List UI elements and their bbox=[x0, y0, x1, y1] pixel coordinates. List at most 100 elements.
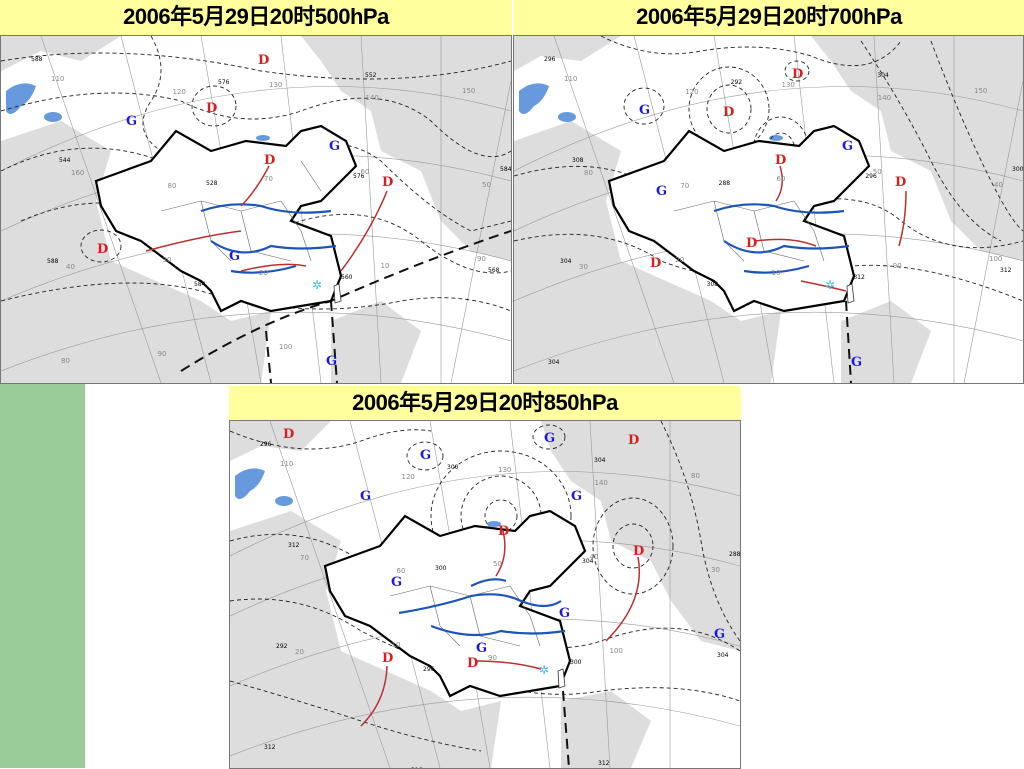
grid-value-label: 80 bbox=[691, 472, 700, 480]
grid-value-label: 160 bbox=[71, 169, 84, 177]
contour-value-label: 560 bbox=[341, 274, 353, 281]
high-pressure-label: G bbox=[571, 489, 582, 504]
high-pressure-label: G bbox=[229, 249, 240, 264]
grid-value-label: 20 bbox=[259, 269, 268, 277]
grid-value-label: 10 bbox=[392, 641, 401, 649]
grid-value-label: 100 bbox=[610, 647, 623, 655]
high-pressure-label: G bbox=[326, 354, 337, 369]
high-pressure-label: G bbox=[639, 103, 650, 118]
grid-value-label: 110 bbox=[51, 75, 64, 83]
panel-title: 2006年5月29日20时500hPa bbox=[0, 0, 512, 35]
low-pressure-label: D bbox=[628, 433, 639, 448]
high-pressure-label: G bbox=[656, 184, 667, 199]
contour-value-label: 544 bbox=[59, 157, 71, 164]
high-pressure-label: G bbox=[391, 575, 402, 590]
weather-map-500hpa: ✲ DDDDDGGGG58857655254454452857658458858… bbox=[0, 35, 512, 384]
low-pressure-label: D bbox=[650, 256, 661, 271]
contour-value-label: 312 bbox=[598, 760, 610, 767]
low-pressure-label: D bbox=[895, 175, 906, 190]
contour-value-label: 304 bbox=[877, 72, 889, 79]
contour-value-label: 584 bbox=[194, 281, 206, 288]
contour-value-label: 304 bbox=[560, 258, 572, 265]
contour-value-label: 304 bbox=[717, 652, 729, 659]
grid-value-label: 20 bbox=[675, 256, 684, 264]
low-pressure-label: D bbox=[264, 153, 275, 168]
contour-value-label: 308 bbox=[572, 157, 584, 164]
high-pressure-label: G bbox=[544, 431, 555, 446]
contour-value-label: 304 bbox=[548, 359, 560, 366]
contour-value-label: 312 bbox=[264, 744, 276, 751]
grid-value-label: 50 bbox=[482, 181, 491, 189]
high-pressure-label: G bbox=[420, 448, 431, 463]
svg-text:✲: ✲ bbox=[825, 278, 835, 292]
grid-value-label: 40 bbox=[994, 181, 1003, 189]
contour-value-label: 296 bbox=[865, 173, 877, 180]
grid-value-label: 10 bbox=[772, 269, 781, 277]
grid-value-label: 80 bbox=[61, 357, 70, 365]
panel-title: 2006年5月29日20时850hPa bbox=[229, 386, 741, 420]
grid-value-label: 70 bbox=[680, 182, 689, 190]
svg-text:✲: ✲ bbox=[312, 278, 322, 292]
panel-title: 2006年5月29日20时700hPa bbox=[514, 0, 1024, 35]
low-pressure-label: D bbox=[723, 105, 734, 120]
grid-value-label: 30 bbox=[711, 566, 720, 574]
high-pressure-label: G bbox=[360, 489, 371, 504]
grid-value-label: 140 bbox=[595, 479, 608, 487]
contour-value-label: 296 bbox=[423, 666, 435, 673]
low-pressure-label: D bbox=[283, 427, 294, 442]
contour-value-label: 300 bbox=[435, 565, 447, 572]
grid-value-label: 20 bbox=[295, 648, 304, 656]
grid-value-label: 90 bbox=[893, 262, 902, 270]
grid-value-label: 90 bbox=[477, 255, 486, 263]
high-pressure-label: G bbox=[842, 139, 853, 154]
contour-value-label: 304 bbox=[582, 558, 594, 565]
grid-value-label: 110 bbox=[280, 460, 293, 468]
low-pressure-label: D bbox=[206, 101, 217, 116]
grid-value-label: 60 bbox=[777, 175, 786, 183]
low-pressure-label: D bbox=[467, 656, 478, 671]
contour-value-label: 300 bbox=[447, 464, 459, 471]
svg-text:✲: ✲ bbox=[539, 663, 549, 677]
grid-value-label: 50 bbox=[873, 168, 882, 176]
low-pressure-label: D bbox=[382, 651, 393, 666]
low-pressure-label: D bbox=[792, 67, 803, 82]
grid-value-label: 40 bbox=[590, 553, 599, 561]
grid-value-label: 100 bbox=[279, 343, 292, 351]
low-pressure-label: D bbox=[775, 153, 786, 168]
contour-value-label: 588 bbox=[47, 258, 59, 265]
contour-value-label: 528 bbox=[206, 180, 218, 187]
grid-value-label: 70 bbox=[264, 175, 273, 183]
contour-value-label: 568 bbox=[488, 267, 500, 274]
contour-value-label: 296 bbox=[544, 56, 556, 63]
grid-value-label: 40 bbox=[66, 263, 75, 271]
grid-value-label: 30 bbox=[163, 256, 172, 264]
contour-value-label: 588 bbox=[31, 56, 43, 63]
contour-value-label: 312 bbox=[853, 274, 865, 281]
high-pressure-label: G bbox=[476, 641, 487, 656]
contour-value-label: 308 bbox=[707, 281, 719, 288]
low-pressure-label: D bbox=[258, 53, 269, 68]
contour-value-label: 584 bbox=[500, 166, 511, 173]
grid-value-label: 80 bbox=[584, 169, 593, 177]
grid-value-label: 120 bbox=[402, 473, 415, 481]
grid-value-label: 80 bbox=[168, 182, 177, 190]
contour-value-label: 300 bbox=[570, 659, 582, 666]
low-pressure-label: D bbox=[97, 242, 108, 257]
high-pressure-label: G bbox=[559, 606, 570, 621]
contour-value-label: 296 bbox=[260, 441, 272, 448]
low-pressure-label: D bbox=[633, 544, 644, 559]
grid-value-label: 60 bbox=[361, 168, 370, 176]
grid-value-label: 130 bbox=[269, 81, 282, 89]
contour-value-label: 312 bbox=[1000, 267, 1012, 274]
contour-value-label: 304 bbox=[594, 457, 606, 464]
sidebar-green-bar bbox=[0, 384, 85, 768]
map-canvas: ✲ D D D D D D G G G G 296 292 304 308 308 288 296 300 304 3… bbox=[514, 36, 1023, 383]
grid-value-label: 150 bbox=[974, 87, 987, 95]
low-pressure-label: D bbox=[382, 175, 393, 190]
grid-value-label: 110 bbox=[564, 75, 577, 83]
grid-value-label: 140 bbox=[366, 94, 379, 102]
map-canvas: ✲ DDDDDGGGG58857655254454452857658458858… bbox=[1, 36, 511, 383]
contour-value-label: 312 bbox=[288, 542, 300, 549]
grid-value-label: 100 bbox=[989, 255, 1002, 263]
grid-value-label: 90 bbox=[158, 350, 167, 358]
